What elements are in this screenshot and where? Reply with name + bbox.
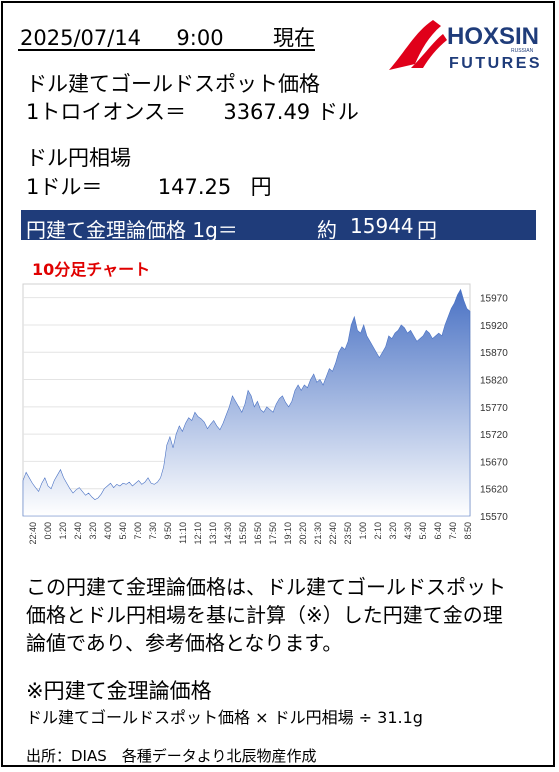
header-date: 2025/07/14 bbox=[20, 26, 142, 50]
x-tick-label: 22:40 bbox=[328, 522, 338, 545]
x-tick-label: 8:50 bbox=[463, 522, 473, 540]
theoretical-price-banner: 円建て金理論価格 1g＝ 約 15944 円 bbox=[21, 210, 536, 242]
x-tick-label: 21:30 bbox=[313, 522, 323, 545]
brand-logo: HOXSIN RUSSIAN FUTURES bbox=[389, 20, 542, 72]
chart-title: 10分足チャート bbox=[32, 260, 151, 279]
x-tick-label: 12:10 bbox=[193, 522, 203, 545]
fx-unit-prefix: 1ドル＝ bbox=[26, 175, 103, 199]
x-tick-label: 0:00 bbox=[43, 522, 53, 540]
banner-label: 円建て金理論価格 1g＝ bbox=[26, 218, 238, 242]
y-tick-label: 15670 bbox=[480, 457, 508, 468]
x-tick-label: 16:50 bbox=[253, 522, 263, 545]
y-tick-label: 15620 bbox=[480, 485, 508, 496]
fx-unit: 円 bbox=[250, 175, 272, 199]
banner-value: 15944 bbox=[350, 214, 414, 238]
description-line: この円建て金理論価格は、ドル建てゴールドスポット bbox=[26, 575, 506, 599]
x-tick-label: 7:00 bbox=[133, 522, 143, 540]
logo-swoosh-icon bbox=[389, 20, 441, 70]
description-line: 価格とドル円相場を基に計算（※）した円建て金の理 bbox=[26, 603, 503, 627]
x-tick-label: 13:10 bbox=[208, 522, 218, 545]
y-tick-label: 15770 bbox=[480, 403, 508, 414]
x-tick-label: 5:40 bbox=[418, 522, 428, 540]
x-tick-label: 7:40 bbox=[448, 522, 458, 540]
formula-title: ※円建て金理論価格 bbox=[26, 679, 212, 703]
formula-text: ドル建てゴールドスポット価格 × ドル円相場 ÷ 31.1g bbox=[26, 708, 423, 727]
fx-row: 1ドル＝ 147.25 円 bbox=[26, 171, 272, 201]
source-note: 出所：DIAS 各種データより北辰物産作成 bbox=[26, 747, 317, 765]
gold-unit-prefix: 1トロイオンス＝ bbox=[26, 100, 186, 124]
x-tick-label: 22:40 bbox=[28, 522, 38, 545]
y-tick-label: 15870 bbox=[480, 348, 508, 359]
y-tick-label: 15920 bbox=[480, 321, 508, 332]
x-tick-label: 11:10 bbox=[178, 522, 188, 544]
x-tick-label: 6:40 bbox=[433, 522, 443, 540]
x-tick-label: 23:50 bbox=[343, 522, 353, 545]
x-tick-label: 17:50 bbox=[268, 522, 278, 545]
x-tick-label: 15:50 bbox=[238, 522, 248, 545]
y-tick-label: 15570 bbox=[480, 512, 508, 523]
gold-price-value: 3367.49 bbox=[223, 100, 311, 124]
x-tick-label: 1:20 bbox=[58, 522, 68, 540]
chart-x-ticks: 22:40 0:00 1:20 2:40 3:20 4:00 5:40 7:00 7:30 9:5… bbox=[28, 522, 473, 545]
header-underline bbox=[18, 49, 315, 51]
gold-price-unit: ドル bbox=[316, 100, 359, 124]
x-tick-label: 2:10 bbox=[373, 522, 383, 540]
header-time: 9:00 bbox=[176, 26, 224, 50]
fx-value: 147.25 bbox=[157, 175, 232, 199]
x-tick-label: 20:20 bbox=[298, 522, 308, 545]
x-tick-label: 4:00 bbox=[103, 522, 113, 540]
banner-approx: 約 bbox=[317, 218, 337, 242]
y-tick-label: 15720 bbox=[480, 430, 508, 441]
x-tick-label: 4:30 bbox=[403, 522, 413, 540]
price-chart: 15570 15620 15670 15720 15770 15820 15870 15920… bbox=[22, 283, 508, 545]
x-tick-label: 14:30 bbox=[223, 522, 233, 545]
header-datetime: 2025/07/14 9:00 現在 bbox=[20, 22, 315, 52]
x-tick-label: 19:10 bbox=[283, 522, 293, 545]
fx-label: ドル円相場 bbox=[26, 146, 131, 170]
gold-price-label: ドル建てゴールドスポット価格 bbox=[26, 72, 320, 96]
x-tick-label: 3:20 bbox=[388, 522, 398, 540]
x-tick-label: 3:20 bbox=[88, 522, 98, 540]
logo-sub: FUTURES bbox=[449, 55, 542, 72]
x-tick-label: 2:40 bbox=[73, 522, 83, 540]
x-tick-label: 5:40 bbox=[118, 522, 128, 540]
y-tick-label: 15970 bbox=[480, 294, 508, 305]
x-tick-label: 1:00 bbox=[358, 522, 368, 540]
chart-area-series bbox=[22, 288, 471, 517]
gold-price-row: 1トロイオンス＝ 3367.49 ドル bbox=[26, 96, 359, 126]
x-tick-label: 9:50 bbox=[163, 522, 173, 540]
x-tick-label: 7:30 bbox=[148, 522, 158, 540]
logo-tag: RUSSIAN bbox=[511, 48, 534, 54]
chart-y-ticks: 15570 15620 15670 15720 15770 15820 15870 15920… bbox=[480, 294, 508, 523]
banner-unit: 円 bbox=[417, 218, 437, 242]
header-as-of: 現在 bbox=[272, 26, 315, 50]
description-line: 論値であり、参考価格となります。 bbox=[26, 631, 343, 655]
logo-brand: HOXSIN bbox=[447, 23, 539, 50]
y-tick-label: 15820 bbox=[480, 376, 508, 387]
